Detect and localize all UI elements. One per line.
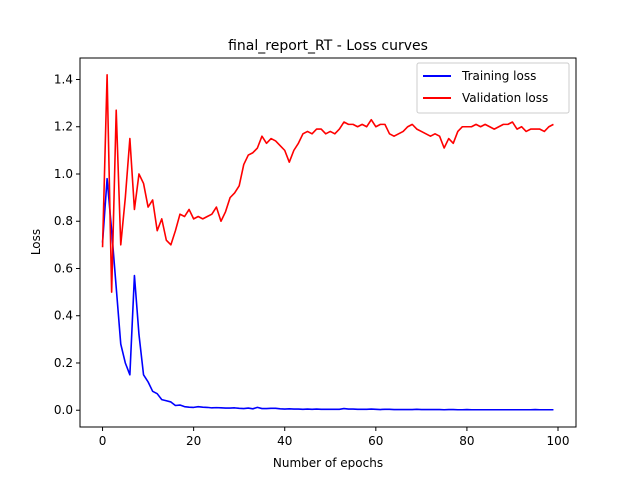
chart-title: final_report_RT - Loss curves xyxy=(228,38,428,54)
x-tick-label: 80 xyxy=(459,434,474,448)
x-tick-label: 60 xyxy=(368,434,383,448)
y-tick-label: 1.2 xyxy=(54,120,73,134)
y-axis-label: Loss xyxy=(29,229,43,255)
y-tick-label: 0.4 xyxy=(54,309,73,323)
legend-label-training-loss: Training loss xyxy=(461,69,536,83)
y-tick-label: 0.2 xyxy=(54,356,73,370)
series-layer xyxy=(101,73,554,411)
x-tick-label: 40 xyxy=(277,434,292,448)
x-tick-label: 100 xyxy=(547,434,570,448)
plot-area: 0 20 40 60 80 100 0.0 0.2 0.4 0.6 0.8 1.0 1.2 1.4 xyxy=(54,57,577,448)
y-tick-label: 0.0 xyxy=(54,403,73,417)
legend-box xyxy=(416,62,570,114)
series-line-training-loss xyxy=(101,177,554,411)
y-tick-label: 1.0 xyxy=(54,167,73,181)
x-tick-label: 20 xyxy=(186,434,201,448)
legend: Training loss Validation loss xyxy=(416,62,570,114)
y-tick-label: 0.6 xyxy=(54,261,73,275)
plot-frame xyxy=(79,57,577,428)
legend-label-validation-loss: Validation loss xyxy=(462,91,548,105)
y-tick-label: 0.8 xyxy=(54,214,73,228)
series-line-validation-loss xyxy=(101,73,554,293)
axes-layer: 0 20 40 60 80 100 0.0 0.2 0.4 0.6 0.8 1.0 1.2 1.4 xyxy=(54,72,570,448)
y-tick-label: 1.4 xyxy=(54,72,73,86)
x-tick-label: 0 xyxy=(99,434,107,448)
x-axis-label: Number of epochs xyxy=(273,456,383,470)
